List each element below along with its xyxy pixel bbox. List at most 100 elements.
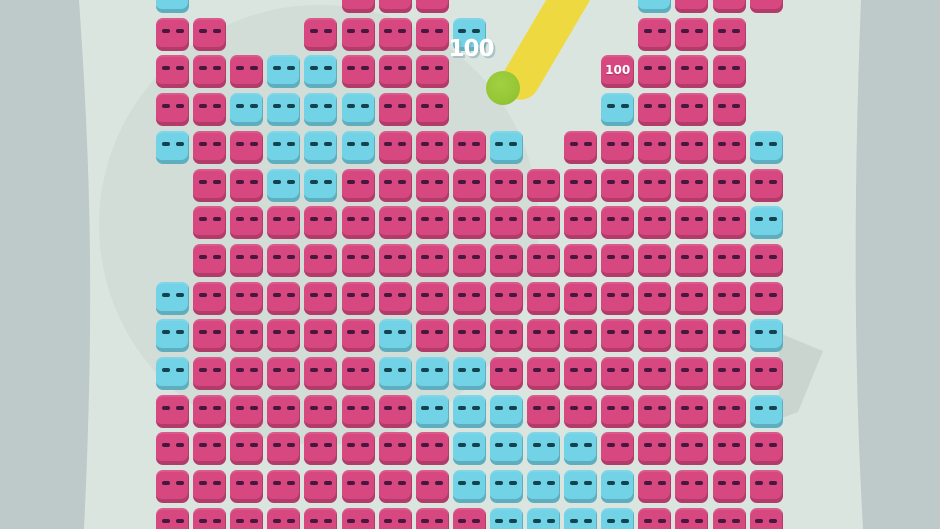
tile-eyes-icon: [527, 518, 560, 523]
tile-eyes-icon: [453, 292, 486, 297]
tile-pink: [564, 319, 598, 353]
tile-eyes-icon: [490, 254, 523, 259]
tile-eyes-icon: [453, 254, 486, 259]
tile-eyes-icon: [193, 217, 226, 222]
tile-eyes-icon: [304, 28, 337, 33]
tile-cyan: [156, 0, 189, 13]
tile-eyes-icon: [304, 368, 337, 372]
tile-eyes-icon: [564, 292, 597, 297]
tile-pink: [712, 357, 746, 390]
tile-eyes-icon: [342, 368, 375, 372]
tile-pink: [564, 243, 598, 277]
tile-eyes-icon: [675, 104, 708, 109]
tile-eyes-icon: [638, 28, 671, 33]
tile-pink: [452, 206, 486, 240]
tile-eyes-icon: [453, 141, 486, 146]
tile-eyes-icon: [379, 217, 412, 222]
tile-pink: [156, 394, 189, 428]
tile-pink: [675, 17, 709, 51]
tile-pink: [712, 470, 746, 504]
tile-pink: [156, 93, 189, 127]
tile-cyan: [304, 130, 338, 164]
tile-eyes-icon: [416, 179, 449, 184]
tile-eyes-icon: [379, 368, 412, 372]
tile-pink: [675, 130, 709, 164]
tile-eyes-icon: [638, 443, 671, 448]
tile-cyan: [267, 168, 301, 202]
tile-pink: [341, 168, 375, 202]
tile-eyes-icon: [713, 518, 746, 523]
tile-cyan: [749, 319, 783, 353]
tile-pink: [193, 357, 227, 390]
tile-pink: [749, 357, 783, 390]
tile-pink: [230, 281, 264, 315]
tile-eyes-icon: [342, 254, 375, 259]
tile-eyes-icon: [156, 518, 189, 523]
tile-eyes-icon: [750, 141, 783, 146]
tile-pink: [712, 243, 746, 277]
tile-eyes-icon: [230, 518, 263, 523]
tile-eyes-icon: [379, 104, 412, 109]
tile-pink: [193, 470, 227, 504]
tile-cyan: [601, 470, 635, 504]
tile-eyes-icon: [267, 217, 300, 222]
tile-eyes-icon: [713, 66, 746, 71]
tile-eyes-icon: [416, 254, 449, 259]
tile-pink: [193, 93, 227, 127]
tile-pink: [489, 357, 523, 390]
tile-eyes-icon: [638, 254, 671, 259]
tile-eyes-icon: [267, 254, 300, 259]
tile-pink: [415, 55, 449, 89]
tile-pink: [230, 394, 264, 428]
tile-pink: [675, 394, 709, 428]
tile-pink: [601, 206, 635, 240]
tile-eyes-icon: [564, 368, 597, 372]
tile-eyes-icon: [675, 518, 708, 523]
tile-eyes-icon: [304, 217, 337, 222]
tile-eyes-icon: [379, 330, 412, 335]
tile-pink: [415, 432, 449, 466]
tile-pink: [415, 93, 449, 127]
tile-pink: [267, 319, 301, 353]
tile-pink: [712, 0, 746, 13]
tile-eyes-icon: [527, 443, 560, 448]
tile-eyes-icon: [193, 141, 226, 146]
tile-eyes-icon: [230, 141, 263, 146]
tile-pink: [452, 168, 486, 202]
tile-pink: [638, 357, 672, 390]
tile-eyes-icon: [675, 481, 708, 486]
tile-pink: [230, 243, 264, 277]
tile-eyes-icon: [601, 443, 634, 448]
tile-eyes-icon: [416, 217, 449, 222]
tile-pink: [230, 357, 264, 390]
tile-eyes-icon: [601, 292, 634, 297]
tile-pink: [415, 243, 449, 277]
tile-eyes-icon: [453, 330, 486, 335]
tile-cyan: [452, 357, 486, 390]
tile-eyes-icon: [713, 179, 746, 184]
tile-eyes-icon: [416, 66, 449, 71]
tile-cyan: [156, 281, 189, 315]
tile-eyes-icon: [416, 330, 449, 335]
tile-eyes-icon: [564, 141, 597, 146]
tile-eyes-icon: [750, 518, 783, 523]
tile-pink: [267, 394, 301, 428]
tile-eyes-icon: [230, 405, 263, 410]
tile-eyes-icon: [193, 518, 226, 523]
tile-pink: [378, 432, 412, 466]
tile-value-label: 100: [605, 63, 631, 78]
background-wedge-shadow: [779, 333, 823, 419]
tile-pink: [675, 55, 709, 89]
tile-pink: [675, 470, 709, 504]
tile-eyes-icon: [750, 254, 783, 259]
tile-pink: [749, 168, 783, 202]
tile-eyes-icon: [564, 179, 597, 184]
tile-pink: [712, 130, 746, 164]
tile-cyan: [564, 507, 598, 529]
tile-eyes-icon: [675, 217, 708, 222]
tile-eyes-icon: [342, 179, 375, 184]
tile-eyes-icon: [713, 330, 746, 335]
tile-eyes-icon: [156, 481, 189, 486]
tile-pink: [267, 243, 301, 277]
